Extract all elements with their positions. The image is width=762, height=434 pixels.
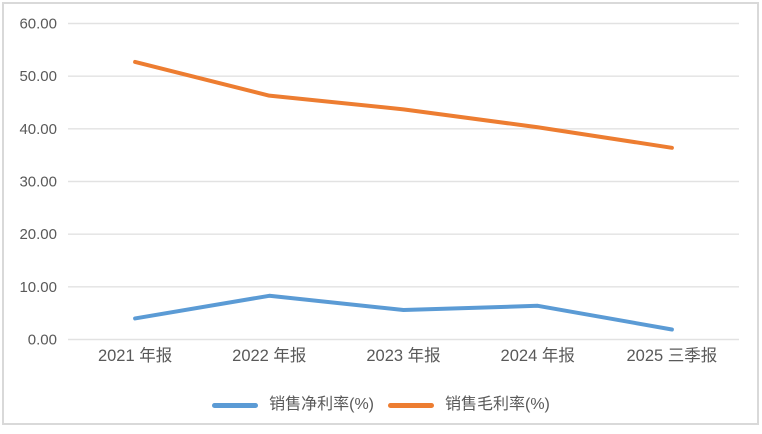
legend-item-gross-profit-margin: 销售毛利率(%) bbox=[388, 397, 550, 413]
y-tick-label: 10.00 bbox=[19, 279, 57, 296]
x-axis-labels: 2021 年报 2022 年报 2023 年报 2024 年报 2025 三季报 bbox=[98, 346, 717, 365]
gridlines bbox=[68, 22, 739, 341]
legend-swatch-net-profit-margin bbox=[212, 402, 259, 408]
x-axis-label: 2025 三季报 bbox=[627, 346, 718, 365]
y-tick-label: 30.00 bbox=[19, 174, 57, 191]
legend-swatch-gross-profit-margin bbox=[388, 402, 434, 408]
y-tick-label: 50.00 bbox=[19, 68, 57, 85]
legend: 销售净利率(%) 销售毛利率(%) bbox=[0, 392, 762, 418]
series-line-1 bbox=[133, 59, 674, 150]
y-axis-labels: 0.00 10.00 20.00 30.00 40.00 50.00 60.00 bbox=[19, 16, 57, 349]
x-axis-label: 2023 年报 bbox=[366, 346, 440, 365]
x-axis-label: 2021 年报 bbox=[98, 346, 172, 365]
legend-label-net-profit-margin: 销售净利率(%) bbox=[269, 396, 374, 413]
chart-frame-border bbox=[2, 2, 759, 425]
legend-item-net-profit-margin: 销售净利率(%) bbox=[212, 397, 374, 413]
series-lines bbox=[133, 59, 674, 332]
x-axis-label: 2024 年报 bbox=[501, 346, 575, 365]
y-tick-label: 40.00 bbox=[19, 121, 57, 138]
y-tick-label: 0.00 bbox=[28, 332, 57, 349]
series-line-0 bbox=[133, 293, 674, 332]
x-axis-label: 2022 年报 bbox=[232, 346, 306, 365]
y-tick-label: 60.00 bbox=[19, 16, 57, 33]
legend-label-gross-profit-margin: 销售毛利率(%) bbox=[445, 396, 550, 413]
y-tick-label: 20.00 bbox=[19, 226, 57, 243]
